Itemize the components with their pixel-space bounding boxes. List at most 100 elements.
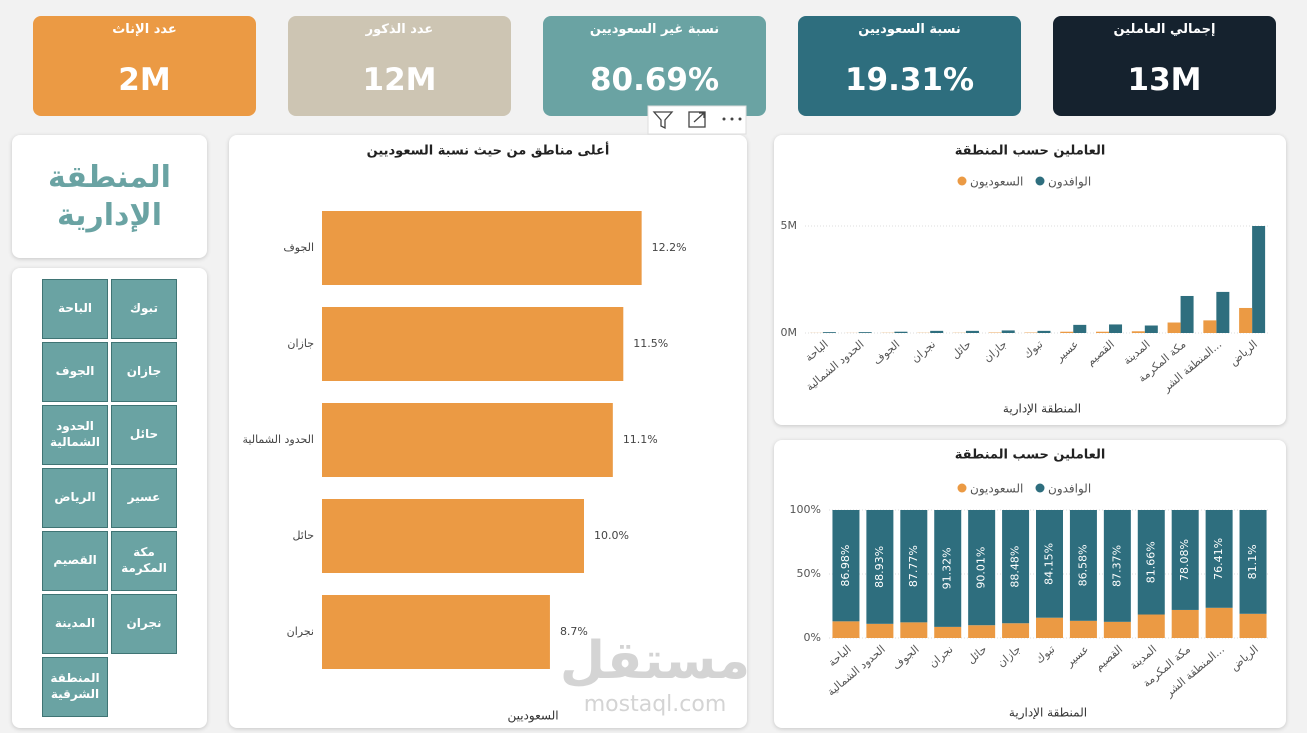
kpi-card: عدد الذكور 12M	[288, 16, 511, 116]
data-label: 78.08%	[1178, 539, 1191, 581]
x-tick-label: الجوف	[890, 643, 922, 673]
bar	[1037, 330, 1051, 333]
data-label: 87.37%	[1110, 545, 1123, 587]
legend-label: السعوديون	[970, 175, 1023, 190]
data-label: 90.01%	[975, 547, 988, 589]
bar-segment	[832, 621, 860, 638]
x-tick-label: تبوك	[1033, 643, 1058, 667]
bar	[894, 331, 908, 333]
kpi-title: نسبة غير السعوديين	[589, 22, 720, 37]
slicer-button[interactable]: الرياض	[42, 468, 108, 528]
more-dot[interactable]	[730, 117, 734, 121]
bar	[858, 332, 872, 333]
x-tick-label: الرياض	[1228, 643, 1261, 674]
kpi-card: نسبة غير السعوديين 80.69%	[543, 16, 766, 116]
x-tick-label: القصيم	[1092, 643, 1125, 674]
bar	[1167, 322, 1181, 333]
bar-segment	[866, 623, 894, 638]
x-tick-label: القصيم	[1084, 338, 1117, 369]
x-tick-label: المنطقة الشر...	[1162, 643, 1227, 700]
x-tick-label: الرياض	[1227, 338, 1260, 369]
kpi-title: عدد الذكور	[365, 22, 434, 37]
y-tick-label: 50%	[797, 567, 821, 580]
slicer-button[interactable]: القصيم	[42, 531, 108, 591]
bar-segment	[1171, 609, 1199, 638]
data-label: 87.77%	[907, 545, 920, 587]
legend-marker	[957, 176, 967, 186]
bar-segment	[1103, 510, 1131, 622]
bar-segment	[968, 510, 996, 626]
slicer-button[interactable]: الجوف	[42, 342, 108, 402]
legend-label: السعوديون	[970, 482, 1023, 497]
bar	[1180, 295, 1194, 333]
x-tick-label: نجران	[909, 338, 938, 366]
slicer-title-text: المنطقة الإدارية	[48, 160, 171, 233]
kpi-title: نسبة السعوديين	[858, 22, 961, 37]
x-tick-label: عسير	[1062, 643, 1091, 670]
kpi-value: 2M	[118, 62, 171, 98]
bar	[1216, 291, 1230, 333]
bar	[1073, 324, 1087, 333]
kpi-value: 13M	[1127, 62, 1202, 98]
x-tick-label: جازان	[995, 643, 1024, 670]
bar	[1001, 330, 1015, 333]
focus-icon[interactable]	[688, 111, 706, 128]
legend-label: الوافدون	[1048, 175, 1091, 190]
y-tick-label: 0%	[804, 631, 821, 644]
slicer-title-panel	[12, 135, 207, 258]
slicer-button[interactable]: جازان	[111, 342, 177, 402]
bar-segment	[1137, 510, 1165, 615]
bar	[930, 330, 944, 333]
x-tick-label: نجران	[926, 643, 955, 671]
slicer-button[interactable]: الباحة	[42, 279, 108, 339]
bar	[1131, 331, 1145, 333]
bar-segment	[1137, 614, 1165, 638]
filter-icon[interactable]	[652, 111, 674, 130]
watermark: مستقل	[560, 631, 750, 691]
data-label: 12.2%	[652, 241, 687, 254]
slicer-button[interactable]: نجران	[111, 594, 177, 654]
slicer-button[interactable]: المدينة	[42, 594, 108, 654]
y-tick-label: الجوف	[283, 241, 314, 254]
slicer-button[interactable]: تبوك	[111, 279, 177, 339]
data-label: 81.66%	[1144, 541, 1157, 583]
legend-label: الوافدون	[1048, 482, 1091, 497]
slicer-button[interactable]: المنطقة الشرقية	[42, 657, 108, 717]
kpi-title: إجمالي العاملين	[1113, 22, 1216, 37]
data-label: 88.93%	[873, 546, 886, 588]
bar-segment	[1069, 620, 1097, 638]
data-label: 76.41%	[1212, 538, 1225, 580]
bar-segment	[1205, 607, 1233, 638]
chart-title: أعلى مناطق من حيث نسبة السعوديين	[367, 142, 610, 159]
bar	[1144, 325, 1158, 333]
legend-marker	[957, 483, 967, 493]
x-axis-title: المنطقة الإدارية	[1003, 402, 1081, 417]
legend-marker	[1035, 176, 1045, 186]
bar-segment	[1239, 510, 1267, 614]
kpi-card: نسبة السعوديين 19.31%	[798, 16, 1021, 116]
bar-segment	[1171, 510, 1199, 610]
y-tick-label: 0M	[781, 326, 798, 339]
x-tick-label: المدينة	[1121, 338, 1153, 368]
bar	[965, 330, 979, 333]
data-label: 81.1%	[1246, 544, 1259, 579]
bar	[322, 595, 550, 669]
slicer-button[interactable]: مكة المكرمة	[111, 531, 177, 591]
y-tick-label: الحدود الشمالية	[243, 433, 315, 446]
data-label: 11.5%	[633, 337, 668, 350]
kpi-value: 80.69%	[589, 62, 720, 98]
y-tick-label: حائل	[292, 529, 314, 542]
x-tick-label: عسير	[1052, 338, 1081, 365]
watermark: mostaql.com	[584, 692, 727, 717]
slicer-button[interactable]: حائل	[111, 405, 177, 465]
bar	[1203, 320, 1217, 333]
bar	[1060, 331, 1074, 333]
kpi-value: 12M	[362, 62, 437, 98]
slicer-button[interactable]: عسير	[111, 468, 177, 528]
more-dot[interactable]	[722, 117, 726, 121]
bar	[1252, 226, 1266, 333]
slicer-button[interactable]: الحدود الشمالية	[42, 405, 108, 465]
more-dot[interactable]	[738, 117, 742, 121]
data-label: 86.98%	[839, 545, 852, 587]
